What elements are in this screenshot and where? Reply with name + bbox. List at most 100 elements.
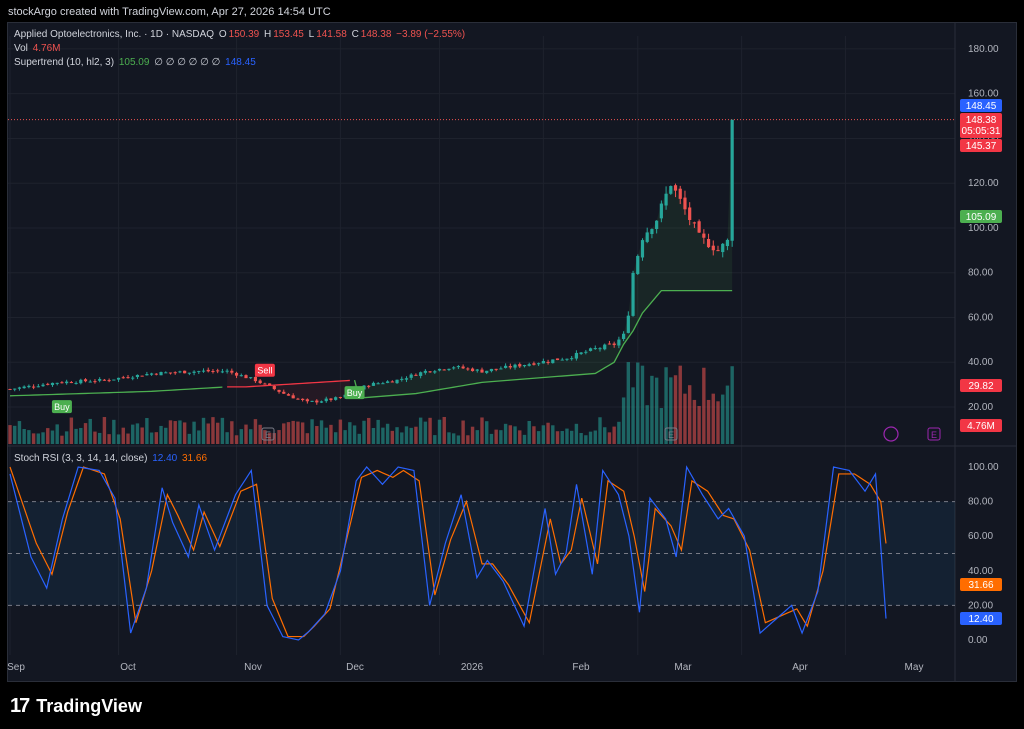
supertrend-down-value: 105.09 xyxy=(118,57,150,68)
na-icons: ∅ ∅ ∅ ∅ ∅ ∅ xyxy=(154,57,221,68)
symbol-legend: Applied Optoelectronics, Inc. · 1D · NAS… xyxy=(14,29,467,40)
supertrend-label: Supertrend (10, hl2, 3) xyxy=(14,57,115,68)
volume-bar xyxy=(178,420,182,444)
volume-bar xyxy=(121,427,125,444)
supertrend-line xyxy=(9,289,733,399)
candle-body xyxy=(419,372,423,376)
volume-bar xyxy=(277,430,281,444)
candle-body xyxy=(546,361,550,363)
volume-bar xyxy=(258,424,262,444)
time-tick-label: 2026 xyxy=(461,662,484,673)
candle-body xyxy=(234,372,239,376)
volume-bar xyxy=(112,419,116,444)
volume-bar xyxy=(541,425,546,444)
candle-body xyxy=(447,368,451,370)
volume-bar xyxy=(357,433,361,444)
candle-body xyxy=(423,370,427,373)
candle-body xyxy=(560,359,564,361)
volume-bar xyxy=(414,426,418,444)
rsi-tick-label: 60.00 xyxy=(968,531,993,542)
candle-body xyxy=(126,377,130,379)
candle-body xyxy=(640,240,645,258)
volume-bar xyxy=(631,387,635,444)
candle-body xyxy=(475,369,479,371)
volume-bar xyxy=(621,397,626,444)
volume-bar xyxy=(140,427,144,444)
volume-bar xyxy=(206,423,210,444)
candle-body xyxy=(669,186,673,194)
candle-body xyxy=(655,220,659,230)
supertrend-legend: Supertrend (10, hl2, 3) 105.09 ∅ ∅ ∅ ∅ ∅… xyxy=(14,57,258,68)
candle-body xyxy=(192,371,196,373)
supertrend-lower-badge-text: 105.09 xyxy=(966,212,997,223)
supertrend-up-segment xyxy=(353,289,733,399)
candle-body xyxy=(617,339,621,346)
supertrend-bear-zone xyxy=(227,370,350,403)
volume-bar xyxy=(263,430,267,444)
volume-bar xyxy=(636,362,640,444)
volume-bar xyxy=(612,426,616,444)
volume-bar xyxy=(249,429,253,444)
candle-body xyxy=(659,203,663,219)
candle-body xyxy=(376,383,380,385)
candle-body xyxy=(116,377,121,380)
candle-body xyxy=(409,374,413,378)
volume-bar xyxy=(371,427,376,444)
candle-body xyxy=(201,370,206,372)
volume-bar xyxy=(338,419,343,444)
volume-bar xyxy=(97,432,102,444)
volume-bar xyxy=(480,417,484,444)
candle-body xyxy=(702,233,706,238)
candle-body xyxy=(112,379,116,381)
candle-body xyxy=(32,386,36,388)
volume-bar xyxy=(93,431,97,444)
earnings-label: E xyxy=(668,430,674,440)
earnings-icon xyxy=(927,427,941,441)
volume-bar xyxy=(187,433,192,444)
rsi-tick-label: 40.00 xyxy=(968,566,993,577)
candle-body xyxy=(69,382,73,384)
candle-body xyxy=(466,368,470,370)
volume-bar xyxy=(282,423,286,444)
candle-body xyxy=(532,363,536,365)
candle-body xyxy=(584,351,588,353)
volume-bar xyxy=(437,419,442,444)
candle-body xyxy=(93,381,97,383)
stoch-d-line xyxy=(9,466,887,638)
candle-body xyxy=(277,389,281,392)
volume-bars xyxy=(8,362,734,444)
volume-bar xyxy=(182,422,187,444)
time-tick-label: Apr xyxy=(792,662,808,673)
volume-bar xyxy=(149,432,154,444)
volume-bar xyxy=(555,431,560,444)
volume-bar xyxy=(409,427,413,444)
volume-bar xyxy=(475,430,479,444)
volume-bar xyxy=(376,419,380,444)
candle-body xyxy=(537,363,541,365)
time-tick-label: Sep xyxy=(7,662,25,673)
candle-body xyxy=(319,401,324,403)
candle-body xyxy=(513,364,517,368)
volume-bar xyxy=(102,417,107,444)
close-label: C xyxy=(351,29,359,40)
candle-body xyxy=(46,383,50,385)
volume-bar xyxy=(46,428,50,444)
volume-bar xyxy=(447,432,451,444)
candle-body xyxy=(626,315,630,333)
candle-body xyxy=(673,185,678,191)
candle-body xyxy=(296,398,300,400)
earnings-icon xyxy=(261,427,275,441)
volume-bar xyxy=(107,434,111,444)
volume-bar xyxy=(584,435,588,444)
tradingview-footer: 17 TradingView xyxy=(10,695,142,718)
candle-body xyxy=(178,371,182,373)
candle-body xyxy=(522,365,527,367)
candle-body xyxy=(664,193,668,206)
candle-body xyxy=(456,366,460,368)
candle-body xyxy=(197,371,201,373)
volume-bar xyxy=(74,428,78,444)
candle-body xyxy=(716,250,720,252)
candle-body xyxy=(301,398,305,400)
volume-bar xyxy=(164,427,168,444)
